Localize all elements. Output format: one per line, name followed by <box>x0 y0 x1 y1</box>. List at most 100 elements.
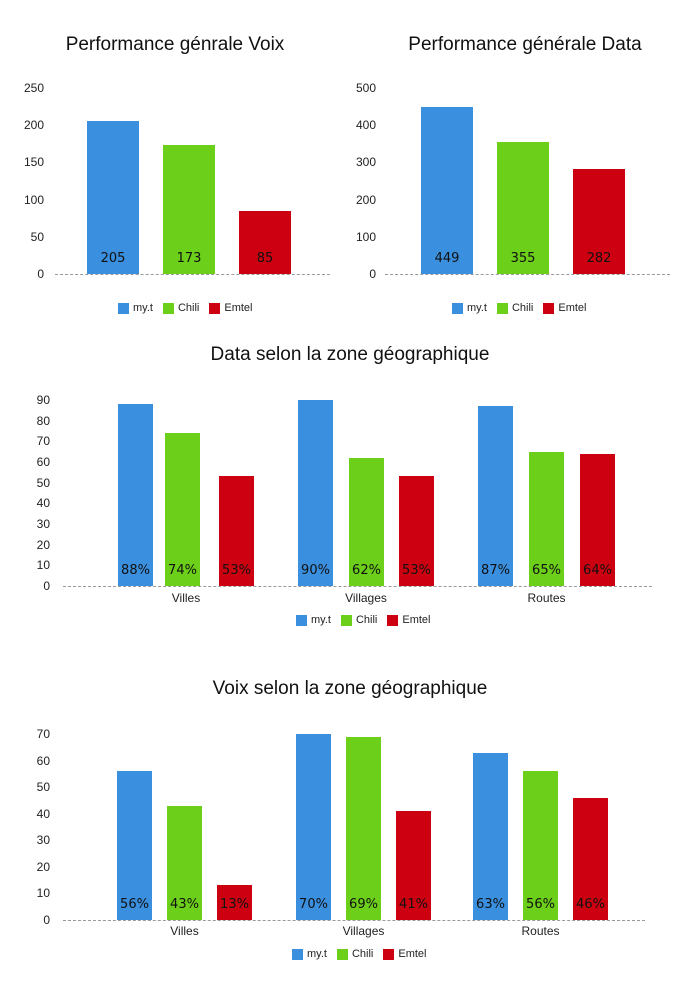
bar-myt-villages: 70% <box>296 734 331 920</box>
bar-value-label: 41% <box>399 896 428 912</box>
chart-voix-zone: Voix selon la zone géographique 0 10 20 30 4… <box>0 660 700 990</box>
legend-item-myt: my.t <box>296 614 331 626</box>
legend-swatch-icon <box>296 614 307 626</box>
y-tick-label: 30 <box>36 833 50 848</box>
y-tick-label: 60 <box>36 753 50 768</box>
bar-value-label: 56% <box>120 896 149 912</box>
chart-data-zone: Data selon la zone géographique 0 10 20 30 4… <box>0 330 700 640</box>
y-tick-label: 10 <box>36 886 50 901</box>
bar-value-label: 13% <box>220 896 249 912</box>
y-tick-label: 0 <box>37 267 44 281</box>
legend-item-myt: my.t <box>118 302 153 314</box>
legend-item-Chili: Chili <box>162 302 199 314</box>
bar-value-label: 65% <box>532 562 561 578</box>
y-tick-label: 20 <box>36 537 50 552</box>
chart-performance-data: Performance générale Data 0 100 200 300 400 5… <box>350 0 700 330</box>
y-tick-label: 50 <box>36 780 50 795</box>
y-tick-label: 50 <box>36 475 50 490</box>
legend-item-Chili: Chili <box>336 948 373 960</box>
bar-value-label: 62% <box>352 562 381 578</box>
bar-myt-villages: 90% <box>298 400 333 586</box>
bar-myt-routes: 63% <box>473 752 508 920</box>
legend-item-Chili: Chili <box>340 614 378 626</box>
y-tick-label: 80 <box>36 413 50 428</box>
bar-myt-villes: 88% <box>118 404 153 586</box>
legend-item-Emtel: Emtel <box>387 614 431 626</box>
bar-myt: 449 <box>421 106 473 274</box>
bar-value-label: 355 <box>510 250 536 266</box>
y-tick-label: 60 <box>36 455 50 469</box>
bar-myt-villes: 56% <box>117 771 152 920</box>
legend-label: Emtel <box>558 302 587 314</box>
legend-swatch-icon <box>162 302 174 314</box>
bar-myt: 205 <box>87 121 139 274</box>
y-tick-label: 400 <box>355 118 376 133</box>
bar-value-label: 90% <box>301 563 330 578</box>
chart-title: Data selon la zone géographique <box>210 344 490 365</box>
y-tick-label: 20 <box>36 859 50 874</box>
bar-Chili-villes: 43% <box>167 805 202 920</box>
legend-item-myt: my.t <box>452 302 487 314</box>
bar-value-label: 53% <box>222 562 251 578</box>
bar-Emtel-villages: 53% <box>399 476 434 586</box>
bar-Emtel-villages: 41% <box>396 811 431 920</box>
legend-swatch-icon <box>496 302 508 314</box>
bar-value-label: 64% <box>583 562 612 578</box>
bar-value-label: 53% <box>402 562 431 578</box>
bar-value-label: 46% <box>576 896 605 912</box>
chart-legend: my.t Chili Emtel <box>452 302 587 314</box>
legend-label: Emtel <box>224 302 253 314</box>
y-tick-label: 250 <box>23 81 44 95</box>
bar-value-label: 43% <box>170 896 199 912</box>
bar-Chili-villes: 74% <box>165 433 200 586</box>
y-tick-label: 100 <box>23 192 44 207</box>
bar-value-label: 173 <box>176 250 202 266</box>
legend-swatch-icon <box>543 302 555 314</box>
bar-value-label: 56% <box>526 896 555 912</box>
legend-swatch-icon <box>340 614 352 626</box>
y-tick-label: 0 <box>43 913 50 927</box>
bar-Emtel: 85 <box>239 210 291 274</box>
bar-value-label: 449 <box>434 250 460 266</box>
x-axis-baseline <box>63 920 645 921</box>
y-tick-label: 40 <box>36 806 50 821</box>
y-tick-label: 500 <box>355 81 376 95</box>
y-tick-label: 200 <box>355 192 376 207</box>
y-tick-label: 40 <box>36 496 50 511</box>
legend-swatch-icon <box>387 614 399 626</box>
y-tick-label: 70 <box>36 434 50 449</box>
x-category-label: Villages <box>342 924 385 938</box>
y-tick-label: 0 <box>43 579 50 593</box>
chart-title: Performance générale Data <box>408 34 642 55</box>
legend-label: Emtel <box>402 614 431 626</box>
x-category-label: Villages <box>345 591 387 605</box>
legend-swatch-icon <box>336 948 348 960</box>
legend-label: Emtel <box>398 948 427 960</box>
y-tick-label: 150 <box>23 155 44 170</box>
x-category-label: Routes <box>521 924 560 938</box>
legend-swatch-icon <box>209 302 221 314</box>
legend-label: my.t <box>307 948 327 960</box>
chart-legend: my.t Chili Emtel <box>292 948 427 960</box>
bar-value-label: 63% <box>476 896 505 912</box>
bar-Emtel-routes: 64% <box>580 453 615 586</box>
legend-item-Emtel: Emtel <box>543 302 587 314</box>
bar-value-label: 282 <box>586 250 612 266</box>
x-category-label: Villes <box>171 591 201 605</box>
bar-myt-routes: 87% <box>478 406 513 586</box>
y-tick-label: 200 <box>23 118 44 133</box>
legend-swatch-icon <box>118 302 129 314</box>
chart-title: Performance génrale Voix <box>65 34 285 55</box>
y-tick-label: 10 <box>36 558 50 573</box>
y-tick-label: 300 <box>355 155 376 170</box>
chart-performance-voix: Performance génrale Voix 0 50 100 150 200 250… <box>0 0 350 330</box>
legend-label: my.t <box>133 302 153 314</box>
y-tick-label: 100 <box>355 229 376 244</box>
bar-value-label: 88% <box>121 562 150 578</box>
y-tick-label: 70 <box>36 727 50 741</box>
bar-value-label: 205 <box>100 250 126 266</box>
legend-label: Chili <box>355 614 378 626</box>
bar-Emtel-routes: 46% <box>573 797 608 920</box>
y-tick-label: 90 <box>36 393 50 407</box>
chart-legend: my.t Chili Emtel <box>296 614 431 626</box>
